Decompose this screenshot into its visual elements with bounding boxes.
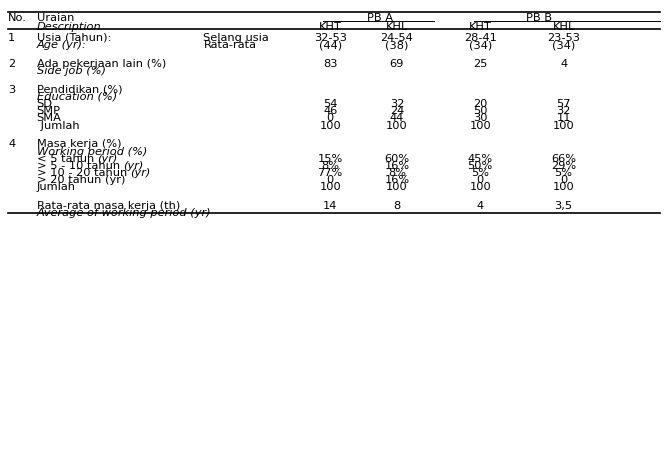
Text: 4: 4 bbox=[560, 59, 567, 69]
Text: 20: 20 bbox=[473, 99, 488, 109]
Text: 5%: 5% bbox=[472, 168, 489, 178]
Text: Rata-rata masa kerja (th): Rata-rata masa kerja (th) bbox=[37, 201, 180, 211]
Text: Age (yr):: Age (yr): bbox=[37, 40, 87, 50]
Text: Education (%): Education (%) bbox=[37, 92, 117, 102]
Text: (44): (44) bbox=[319, 40, 342, 50]
Text: SMP: SMP bbox=[37, 106, 61, 116]
Text: 0: 0 bbox=[327, 175, 334, 185]
Text: 100: 100 bbox=[470, 120, 491, 131]
Text: Jumlah: Jumlah bbox=[37, 120, 79, 131]
Text: 57: 57 bbox=[556, 99, 571, 109]
Text: KHL: KHL bbox=[386, 22, 408, 32]
Text: 66%: 66% bbox=[551, 154, 576, 164]
Text: 83: 83 bbox=[323, 59, 338, 69]
Text: 45%: 45% bbox=[468, 154, 493, 164]
Text: 32-53: 32-53 bbox=[313, 33, 347, 43]
Text: 100: 100 bbox=[553, 120, 574, 131]
Text: 50: 50 bbox=[473, 106, 488, 116]
Text: 23-53: 23-53 bbox=[547, 33, 580, 43]
Text: Working period (%): Working period (%) bbox=[37, 146, 147, 156]
Text: 16%: 16% bbox=[384, 161, 410, 171]
Text: 24: 24 bbox=[390, 106, 404, 116]
Text: PB B: PB B bbox=[526, 13, 552, 23]
Text: 11: 11 bbox=[556, 113, 571, 124]
Text: Average of working period (yr): Average of working period (yr) bbox=[37, 208, 211, 219]
Text: 8%: 8% bbox=[388, 168, 406, 178]
Text: 5%: 5% bbox=[555, 168, 572, 178]
Text: 24-54: 24-54 bbox=[380, 33, 414, 43]
Text: 32: 32 bbox=[390, 99, 404, 109]
Text: 30: 30 bbox=[473, 113, 488, 124]
Text: KHL: KHL bbox=[552, 22, 575, 32]
Text: 60%: 60% bbox=[384, 154, 410, 164]
Text: 69: 69 bbox=[390, 59, 404, 69]
Text: 3: 3 bbox=[8, 85, 15, 95]
Text: SMA: SMA bbox=[37, 113, 61, 124]
Text: 1: 1 bbox=[8, 33, 15, 43]
Text: (yr): (yr) bbox=[131, 168, 151, 178]
Text: 8%: 8% bbox=[321, 161, 339, 171]
Text: (34): (34) bbox=[469, 40, 492, 50]
Text: KHT: KHT bbox=[319, 22, 342, 32]
Text: 0: 0 bbox=[327, 113, 334, 124]
Text: 8: 8 bbox=[394, 201, 400, 211]
Text: (34): (34) bbox=[552, 40, 575, 50]
Text: Selang usia: Selang usia bbox=[203, 33, 269, 43]
Text: 3,5: 3,5 bbox=[554, 201, 573, 211]
Text: Side job (%): Side job (%) bbox=[37, 66, 105, 76]
Text: (yr): (yr) bbox=[97, 154, 118, 164]
Text: 54: 54 bbox=[323, 99, 338, 109]
Text: Usia (Tahun):: Usia (Tahun): bbox=[37, 33, 111, 43]
Text: 32: 32 bbox=[556, 106, 571, 116]
Text: 2: 2 bbox=[8, 59, 15, 69]
Text: Pendidikan (%): Pendidikan (%) bbox=[37, 85, 122, 95]
Text: 100: 100 bbox=[553, 182, 574, 193]
Text: Description: Description bbox=[37, 22, 101, 32]
Text: Jumlah: Jumlah bbox=[37, 182, 75, 193]
Text: 28-41: 28-41 bbox=[464, 33, 497, 43]
Text: 100: 100 bbox=[386, 120, 408, 131]
Text: PB A: PB A bbox=[368, 13, 393, 23]
Text: 15%: 15% bbox=[317, 154, 343, 164]
Text: KHT: KHT bbox=[469, 22, 492, 32]
Text: 44: 44 bbox=[390, 113, 404, 124]
Text: 50%: 50% bbox=[468, 161, 493, 171]
Text: 4: 4 bbox=[8, 139, 15, 150]
Text: Ada pekerjaan lain (%): Ada pekerjaan lain (%) bbox=[37, 59, 166, 69]
Text: < 5 tahun: < 5 tahun bbox=[37, 154, 97, 164]
Text: 100: 100 bbox=[470, 182, 491, 193]
Text: (yr): (yr) bbox=[123, 161, 144, 171]
Text: (38): (38) bbox=[385, 40, 409, 50]
Text: > 10 - 20 tahun: > 10 - 20 tahun bbox=[37, 168, 131, 178]
Text: > 5 - 10 tahun: > 5 - 10 tahun bbox=[37, 161, 123, 171]
Text: Uraian: Uraian bbox=[37, 13, 74, 23]
Text: 77%: 77% bbox=[317, 168, 343, 178]
Text: Masa kerja (%): Masa kerja (%) bbox=[37, 139, 121, 150]
Text: 29%: 29% bbox=[551, 161, 576, 171]
Text: 100: 100 bbox=[319, 120, 341, 131]
Text: 0: 0 bbox=[477, 175, 484, 185]
Text: No.: No. bbox=[8, 13, 27, 23]
Text: > 20 tahun (yr): > 20 tahun (yr) bbox=[37, 175, 125, 185]
Text: 100: 100 bbox=[386, 182, 408, 193]
Text: 46: 46 bbox=[323, 106, 338, 116]
Text: Rata-rata: Rata-rata bbox=[203, 40, 256, 50]
Text: 4: 4 bbox=[477, 201, 484, 211]
Text: 100: 100 bbox=[319, 182, 341, 193]
Text: 0: 0 bbox=[560, 175, 567, 185]
Text: 14: 14 bbox=[323, 201, 338, 211]
Text: 16%: 16% bbox=[384, 175, 410, 185]
Text: SD: SD bbox=[37, 99, 53, 109]
Text: 25: 25 bbox=[473, 59, 488, 69]
